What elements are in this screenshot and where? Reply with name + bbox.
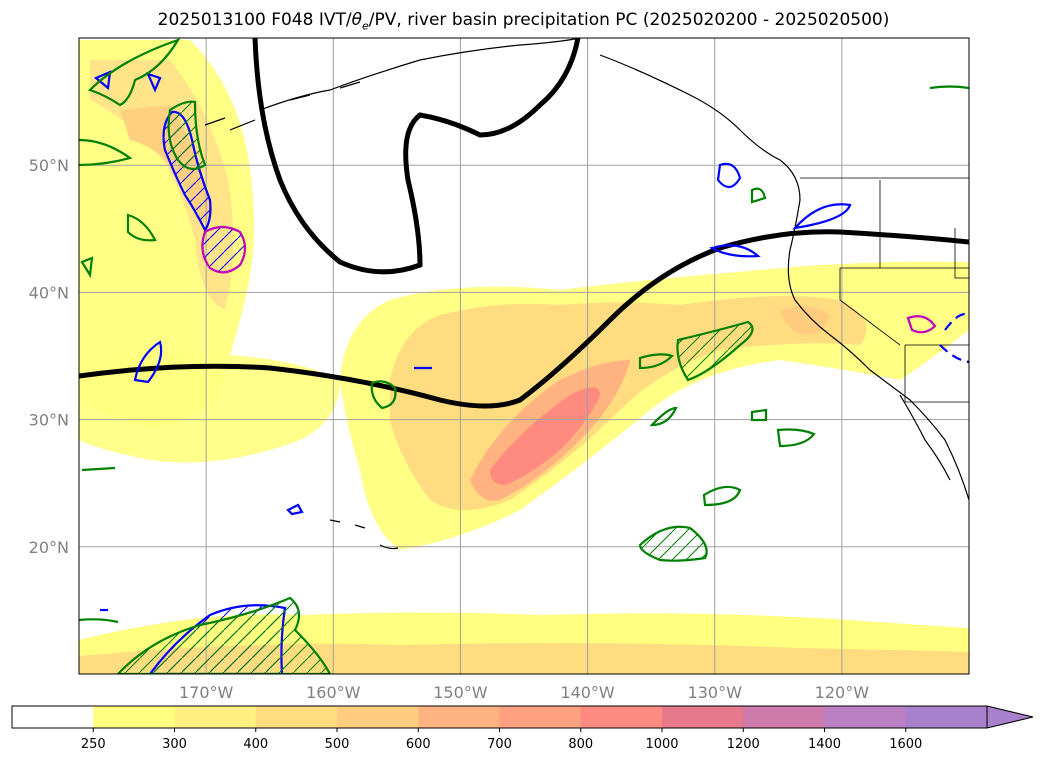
pv-contour-coast-2 xyxy=(792,203,852,230)
precip-contour-south-2 xyxy=(79,618,119,624)
lon-tick-label: 160°W xyxy=(306,683,361,702)
theta-e-contour-south xyxy=(79,229,969,409)
longitude-labels: 170°W 160°W 150°W 140°W 130°W 120°W xyxy=(179,683,869,702)
lon-tick-label: 140°W xyxy=(560,683,615,702)
special-contour-east xyxy=(906,315,937,334)
ivt-plume-north-mid xyxy=(90,60,234,310)
lon-tick-label: 170°W xyxy=(179,683,234,702)
colorbar-segment xyxy=(580,706,663,728)
latitude-labels: 50°N 40°N 30°N 20°N xyxy=(29,156,69,557)
colorbar-segment xyxy=(824,706,907,728)
pv-contour-small-2 xyxy=(146,72,162,93)
colorbar-segment xyxy=(337,706,419,728)
precip-contour-ne xyxy=(929,85,969,90)
theta-e-contours xyxy=(79,38,969,409)
colorbar-tick-label: 250 xyxy=(81,737,106,752)
precip-contour-east-3 xyxy=(649,406,678,427)
colorbar-segment xyxy=(662,706,744,728)
precip-contour-east-8 xyxy=(750,187,767,204)
colorbar-segment xyxy=(743,706,825,728)
precip-contour-west-1 xyxy=(126,213,157,242)
colorbar-tick-label: 300 xyxy=(162,737,187,752)
colorbar-segment xyxy=(12,706,94,728)
pv-contour-coast-1 xyxy=(716,162,742,189)
pv-contour-small-1 xyxy=(93,70,112,91)
baja-coast xyxy=(899,394,951,481)
lon-tick-label: 130°W xyxy=(688,683,743,702)
special-contours xyxy=(201,225,937,334)
colorbar: 250 300 400 500 600 700 800 1000 1200 1400 1600 xyxy=(11,705,1034,752)
coastlines xyxy=(204,38,969,550)
pv-contour-dashed xyxy=(939,312,969,364)
map-area xyxy=(79,38,969,674)
colorbar-tick-label: 1000 xyxy=(645,737,678,752)
precip-contour-east-7 xyxy=(638,525,708,562)
colorbar-segment xyxy=(174,706,257,728)
pv-contour-coast-3 xyxy=(709,244,761,258)
colorbar-tick-label: 1600 xyxy=(889,737,922,752)
alaska-coast xyxy=(259,38,969,501)
precip-contour-nw xyxy=(87,38,181,107)
colorbar-tick-label: 700 xyxy=(487,737,512,752)
colorbar-tick-label: 1400 xyxy=(808,737,841,752)
colorbar-tick-label: 1200 xyxy=(727,737,760,752)
ivt-filled-contours xyxy=(79,40,969,674)
precip-contour-south xyxy=(116,596,332,674)
colorbar-segment xyxy=(418,706,500,728)
colorbar-segment xyxy=(93,706,175,728)
hawaii-islands xyxy=(329,519,399,550)
colorbar-segment xyxy=(255,706,338,728)
plot-title: 2025013100 F048 IVT/θe/PV, river basin p… xyxy=(157,10,890,33)
pv-contour-west xyxy=(133,340,163,384)
map-frame xyxy=(78,37,970,675)
theta-e-contour-north xyxy=(252,38,581,275)
precip-contour-west-2 xyxy=(80,256,94,279)
colorbar-extend-arrow xyxy=(986,705,1034,729)
precip-contour-west-3 xyxy=(81,466,116,472)
lon-tick-label: 150°W xyxy=(433,683,488,702)
ivt-river-max xyxy=(490,387,600,485)
precip-contour-east-5 xyxy=(750,408,768,422)
pv-contour-tiny-1 xyxy=(286,503,304,516)
political-borders xyxy=(800,177,969,403)
precip-contours xyxy=(79,38,969,674)
colorbar-segment xyxy=(499,706,582,728)
colorbar-tick-label: 400 xyxy=(243,737,268,752)
gridlines xyxy=(79,38,969,674)
precip-contour-east-1 xyxy=(676,320,754,382)
lat-tick-label: 40°N xyxy=(29,283,69,302)
precip-contour-east-4 xyxy=(776,428,816,448)
ivt-river-east xyxy=(780,306,830,335)
colorbar-tick-label: 500 xyxy=(325,737,350,752)
special-contour-west xyxy=(201,225,247,274)
lon-tick-label: 120°W xyxy=(815,683,870,702)
alaska-islands xyxy=(204,81,361,131)
precip-contour-nw2 xyxy=(167,100,207,171)
colorbar-segment xyxy=(905,706,988,728)
precip-contour-east-6 xyxy=(702,485,742,507)
state-borders xyxy=(839,180,969,403)
precip-contour-nw3 xyxy=(79,138,133,167)
colorbar-tick-label: 600 xyxy=(406,737,431,752)
lat-tick-label: 30°N xyxy=(29,411,69,430)
precip-contour-mid xyxy=(370,380,397,410)
colorbar-tick-label: 800 xyxy=(568,737,593,752)
precip-contour-east-2 xyxy=(638,353,675,370)
lat-tick-label: 50°N xyxy=(29,156,69,175)
lat-tick-label: 20°N xyxy=(29,538,69,557)
